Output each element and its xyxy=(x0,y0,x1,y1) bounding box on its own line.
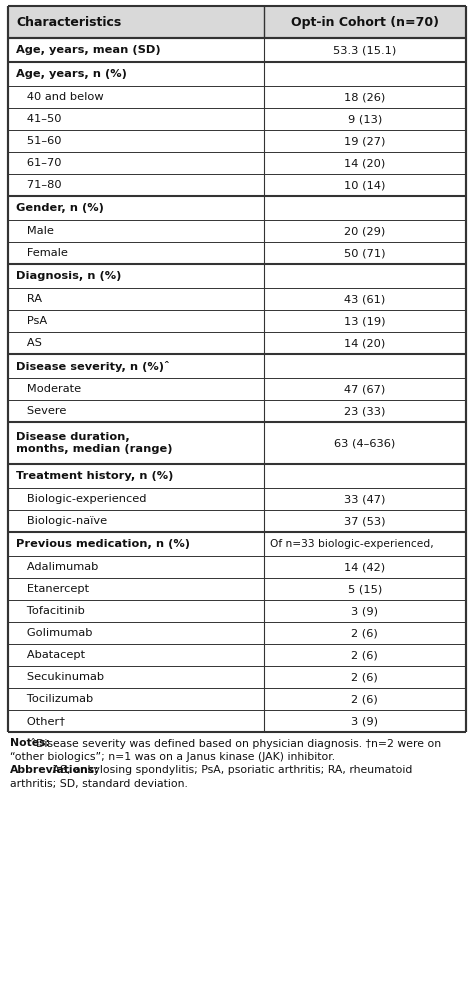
Text: Previous medication, n (%): Previous medication, n (%) xyxy=(16,539,190,549)
Text: Age, years, n (%): Age, years, n (%) xyxy=(16,69,127,79)
Text: Male: Male xyxy=(16,226,54,236)
Text: Disease duration,: Disease duration, xyxy=(16,431,130,442)
Text: Notes:: Notes: xyxy=(10,738,50,748)
Text: Biologic-experienced: Biologic-experienced xyxy=(16,494,146,504)
Text: 50 (71): 50 (71) xyxy=(344,248,385,258)
Text: ˆDisease severity was defined based on physician diagnosis. †n=2 were on: ˆDisease severity was defined based on p… xyxy=(27,738,441,749)
Text: Moderate: Moderate xyxy=(16,384,81,394)
Text: Secukinumab: Secukinumab xyxy=(16,672,104,682)
Text: 19 (27): 19 (27) xyxy=(344,136,385,146)
Text: 13 (19): 13 (19) xyxy=(344,316,385,326)
Text: 10 (14): 10 (14) xyxy=(344,180,385,190)
Text: AS: AS xyxy=(16,338,42,348)
Text: RA: RA xyxy=(16,294,42,304)
Text: 14 (20): 14 (20) xyxy=(344,158,385,168)
Text: Other†: Other† xyxy=(16,716,65,726)
Text: Disease severity, n (%)ˆ: Disease severity, n (%)ˆ xyxy=(16,360,170,371)
Text: 9 (13): 9 (13) xyxy=(347,114,382,124)
Text: 2 (6): 2 (6) xyxy=(351,650,378,660)
Text: Of n=33 biologic-experienced,: Of n=33 biologic-experienced, xyxy=(270,539,433,549)
Text: 40 and below: 40 and below xyxy=(16,92,104,102)
Text: 63 (4–636): 63 (4–636) xyxy=(334,438,395,448)
Text: Tofacitinib: Tofacitinib xyxy=(16,606,85,616)
Text: 2 (6): 2 (6) xyxy=(351,628,378,638)
Text: Tocilizumab: Tocilizumab xyxy=(16,694,93,704)
Text: 14 (20): 14 (20) xyxy=(344,338,385,348)
Text: Female: Female xyxy=(16,248,68,258)
Text: “other biologics”; n=1 was on a Janus kinase (JAK) inhibitor.: “other biologics”; n=1 was on a Janus ki… xyxy=(10,751,335,761)
Text: Opt-in Cohort (n=70): Opt-in Cohort (n=70) xyxy=(291,16,439,28)
Text: 51–60: 51–60 xyxy=(16,136,62,146)
Text: 3 (9): 3 (9) xyxy=(351,716,378,726)
Text: Age, years, mean (SD): Age, years, mean (SD) xyxy=(16,45,161,55)
Text: Severe: Severe xyxy=(16,406,66,416)
Text: 14 (42): 14 (42) xyxy=(344,562,385,572)
Text: 18 (26): 18 (26) xyxy=(344,92,385,102)
Text: AS, ankylosing spondylitis; PsA, psoriatic arthritis; RA, rheumatoid: AS, ankylosing spondylitis; PsA, psoriat… xyxy=(49,765,412,775)
Text: Adalimumab: Adalimumab xyxy=(16,562,99,572)
Text: 61–70: 61–70 xyxy=(16,158,62,168)
Text: 71–80: 71–80 xyxy=(16,180,62,190)
Text: Etanercept: Etanercept xyxy=(16,584,89,594)
Text: 2 (6): 2 (6) xyxy=(351,672,378,682)
Text: Diagnosis, n (%): Diagnosis, n (%) xyxy=(16,271,121,281)
Text: Gender, n (%): Gender, n (%) xyxy=(16,203,104,213)
Text: 53.3 (15.1): 53.3 (15.1) xyxy=(333,45,396,55)
Text: Abbreviations:: Abbreviations: xyxy=(10,765,100,775)
Text: Abatacept: Abatacept xyxy=(16,650,85,660)
Text: 5 (15): 5 (15) xyxy=(347,584,382,594)
Text: Characteristics: Characteristics xyxy=(16,16,121,28)
Text: 2 (6): 2 (6) xyxy=(351,694,378,704)
Text: Treatment history, n (%): Treatment history, n (%) xyxy=(16,471,173,481)
Text: 33 (47): 33 (47) xyxy=(344,494,385,504)
Text: Golimumab: Golimumab xyxy=(16,628,92,638)
Bar xyxy=(8,6,466,38)
Text: 20 (29): 20 (29) xyxy=(344,226,385,236)
Text: 47 (67): 47 (67) xyxy=(344,384,385,394)
Text: 23 (33): 23 (33) xyxy=(344,406,385,416)
Text: 41–50: 41–50 xyxy=(16,114,62,124)
Text: 3 (9): 3 (9) xyxy=(351,606,378,616)
Text: 43 (61): 43 (61) xyxy=(344,294,385,304)
Text: arthritis; SD, standard deviation.: arthritis; SD, standard deviation. xyxy=(10,779,188,789)
Text: Biologic-naïve: Biologic-naïve xyxy=(16,516,107,526)
Text: months, median (range): months, median (range) xyxy=(16,445,173,455)
Text: PsA: PsA xyxy=(16,316,47,326)
Text: 37 (53): 37 (53) xyxy=(344,516,385,526)
